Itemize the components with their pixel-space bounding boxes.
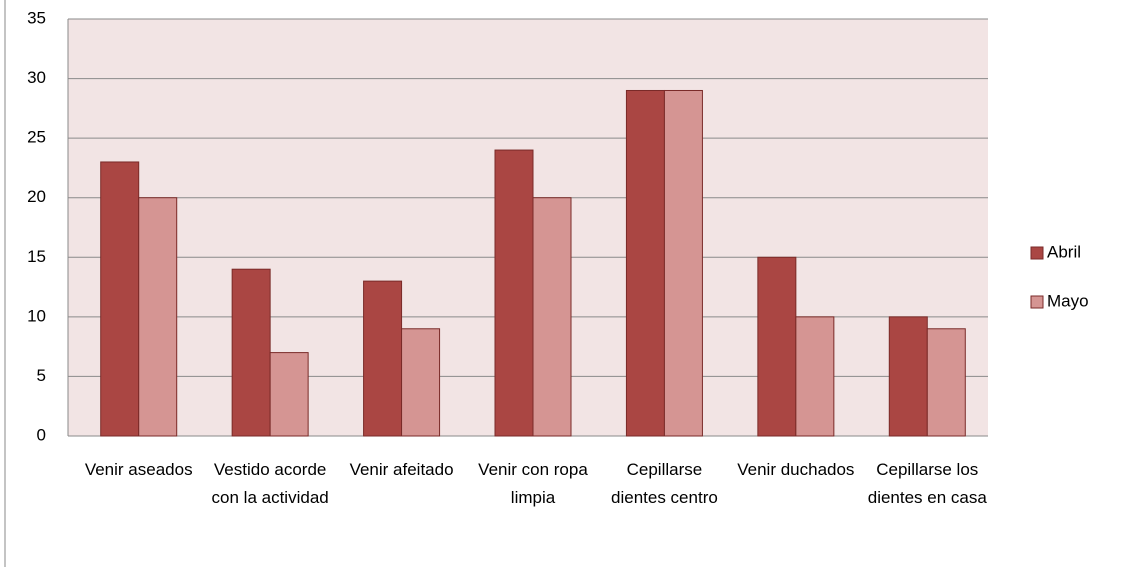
legend-swatch xyxy=(1030,246,1044,260)
x-tick-label: Venir duchados xyxy=(737,460,855,479)
bar xyxy=(269,352,309,437)
x-tick-label: Venir afeitado xyxy=(349,460,454,479)
bar xyxy=(138,197,178,437)
bar xyxy=(494,149,534,437)
bar xyxy=(663,89,703,437)
bar xyxy=(926,328,966,437)
y-tick-label: 25 xyxy=(27,128,46,147)
x-tick-label: Venir con ropa limpia xyxy=(478,460,588,507)
legend-label: Mayo xyxy=(1047,291,1089,310)
bar xyxy=(795,316,835,437)
bar xyxy=(401,328,441,437)
y-tick-label: 35 xyxy=(27,8,46,27)
y-tick-label: 30 xyxy=(27,68,46,87)
y-tick-label: 10 xyxy=(27,306,46,325)
y-tick-label: 5 xyxy=(37,366,46,385)
y-tick-label: 15 xyxy=(27,247,46,266)
bar xyxy=(231,268,271,437)
x-tick-label: Cepillarse dientes centro xyxy=(611,460,718,507)
y-tick-label: 0 xyxy=(37,425,46,444)
x-tick-label: Venir aseados xyxy=(84,460,193,479)
x-tick-label: Cepillarse los dientes en casa xyxy=(867,460,987,507)
legend-swatch xyxy=(1030,295,1044,309)
bar xyxy=(888,316,928,437)
x-tick-label: Vestido acorde con la actividad xyxy=(211,460,329,507)
chart-frame xyxy=(4,0,6,567)
bar xyxy=(532,197,572,437)
bar xyxy=(757,256,797,437)
bar xyxy=(363,280,403,437)
bar xyxy=(625,89,665,437)
y-tick-label: 20 xyxy=(27,187,46,206)
bar xyxy=(100,161,140,437)
legend-label: Abril xyxy=(1047,242,1081,261)
